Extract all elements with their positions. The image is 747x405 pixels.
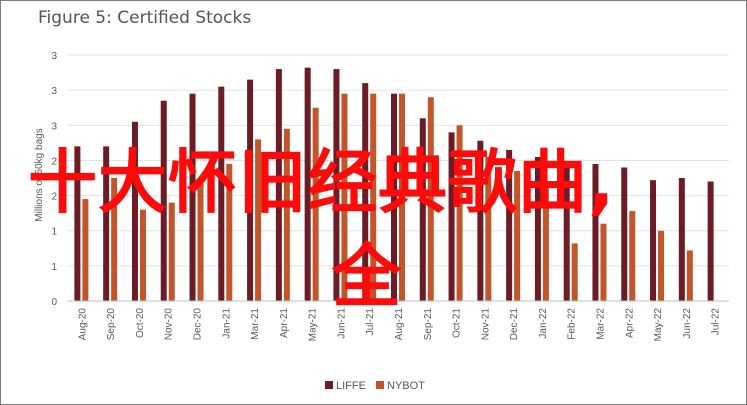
x-tick-label-3: Nov-20: [164, 308, 175, 341]
bar-liffe-may-22: [650, 180, 657, 301]
bar-liffe-dec-20: [189, 93, 196, 301]
bar-nybot-dec-21: [514, 170, 521, 301]
chart-title: Figure 5: Certified Stocks: [38, 8, 252, 28]
bar-liffe-jan-21: [218, 86, 225, 302]
y-tick-label-1: 1: [51, 262, 57, 273]
x-tick-label-10: Jul-21: [365, 308, 376, 336]
bar-liffe-nov-20: [160, 100, 167, 301]
bar-nybot-mar-22: [600, 223, 607, 301]
bar-nybot-nov-21: [485, 156, 492, 301]
overlay-text-line2: 全: [332, 237, 401, 317]
legend-swatch-nybot: [376, 381, 384, 389]
bar-nybot-aug-20: [82, 199, 89, 301]
bar-liffe-jul-21: [362, 83, 369, 301]
grid-lines: [67, 54, 729, 267]
x-tick-label-6: Mar-21: [250, 308, 261, 340]
legend-label-nybot: NYBOT: [387, 380, 425, 392]
bar-liffe-jun-21: [333, 69, 340, 301]
bar-nybot-may-21: [312, 107, 319, 301]
bar-marks: [74, 67, 714, 302]
bar-nybot-jul-21: [370, 93, 377, 301]
bar-liffe-nov-21: [477, 140, 484, 301]
legend-label-liffe: LIFFE: [336, 380, 366, 392]
x-tick-label-17: Feb-22: [567, 308, 578, 340]
y-tick-label-3: 2: [51, 192, 57, 203]
x-tick-label-13: Oct-21: [452, 308, 463, 338]
y-tick-label-0: 0: [51, 297, 57, 308]
bar-liffe-mar-22: [592, 163, 599, 301]
bar-nybot-jun-22: [686, 250, 693, 301]
x-tick-label-16: Jan-22: [538, 308, 549, 339]
bar-nybot-oct-21: [456, 125, 463, 301]
bar-liffe-aug-21: [391, 93, 397, 301]
bar-nybot-jan-22: [542, 181, 549, 301]
bar-liffe-apr-22: [621, 167, 628, 301]
bar-nybot-jun-21: [341, 93, 348, 301]
bar-nybot-mar-21: [255, 139, 262, 301]
bar-nybot-oct-20: [139, 209, 146, 301]
x-tick-label-21: Jun-22: [682, 308, 693, 339]
bar-liffe-oct-20: [131, 121, 138, 302]
x-tick-label-8: May-21: [308, 308, 319, 342]
bar-nybot-apr-22: [629, 211, 636, 301]
bar-liffe-jan-22: [534, 156, 541, 301]
y-tick-label-5: 3: [51, 121, 57, 132]
bar-liffe-jun-22: [678, 178, 685, 301]
x-tick-label-12: Sep-21: [423, 308, 434, 341]
x-tick-label-14: Nov-21: [480, 308, 491, 341]
y-axis-label: Millions of 60kg bags: [34, 128, 45, 221]
x-tick-label-9: Jun-21: [336, 308, 347, 339]
bar-nybot-sep-21: [427, 97, 434, 301]
bar-nybot-sep-20: [111, 178, 118, 301]
x-tick-label-20: May-22: [653, 308, 664, 342]
y-tick-label-7: 3: [51, 51, 57, 62]
x-tick-label-2: Oct-20: [135, 308, 146, 338]
overlay-text-line1: 十大怀旧经典歌曲,: [28, 143, 616, 223]
x-tick-label-11: Aug-21: [394, 308, 405, 341]
y-tick-label-6: 3: [51, 86, 57, 97]
bar-liffe-aug-20: [74, 146, 81, 301]
bar-nybot-may-22: [658, 230, 665, 301]
x-tick-label-0: Aug-20: [77, 308, 88, 341]
bar-liffe-oct-21: [448, 132, 455, 301]
x-tick-label-4: Dec-20: [193, 308, 204, 341]
bar-nybot-nov-20: [168, 202, 175, 301]
bar-liffe-sep-21: [419, 118, 426, 302]
legend: LIFFE NYBOT: [325, 380, 425, 392]
y-axis-ticks: 0 1 1 2 2 3 3 3: [51, 51, 57, 308]
x-tick-label-1: Sep-20: [106, 308, 117, 341]
y-tick-label-2: 1: [51, 227, 57, 238]
bar-liffe-sep-20: [103, 146, 110, 301]
bar-nybot-jan-21: [226, 163, 233, 301]
x-tick-label-15: Dec-21: [509, 308, 520, 341]
x-axis-ticks: Aug-20 Sep-20 Oct-20 Nov-20 Dec-20 Jan-21 Mar-…: [77, 308, 721, 342]
bar-liffe-jul-22: [707, 181, 714, 301]
x-tick-label-19: Apr-22: [624, 308, 635, 338]
y-tick-label-4: 2: [51, 156, 57, 167]
x-tick-label-22: Jul-22: [711, 308, 722, 336]
bar-liffe-may-21: [304, 67, 311, 301]
x-tick-label-7: Apr-21: [279, 308, 290, 338]
bar-nybot-dec-20: [197, 178, 204, 301]
x-tick-label-18: Mar-22: [595, 308, 606, 340]
bar-nybot-apr-21: [283, 128, 290, 301]
x-tick-label-5: Jan-21: [221, 308, 232, 339]
bar-nybot-feb-22: [571, 243, 578, 301]
bar-liffe-feb-22: [563, 161, 570, 301]
bar-liffe-mar-21: [247, 79, 254, 301]
legend-swatch-liffe: [325, 381, 333, 389]
bar-liffe-dec-21: [506, 149, 513, 301]
bar-nybot-aug-21: [399, 93, 405, 301]
bar-liffe-apr-21: [275, 69, 282, 301]
